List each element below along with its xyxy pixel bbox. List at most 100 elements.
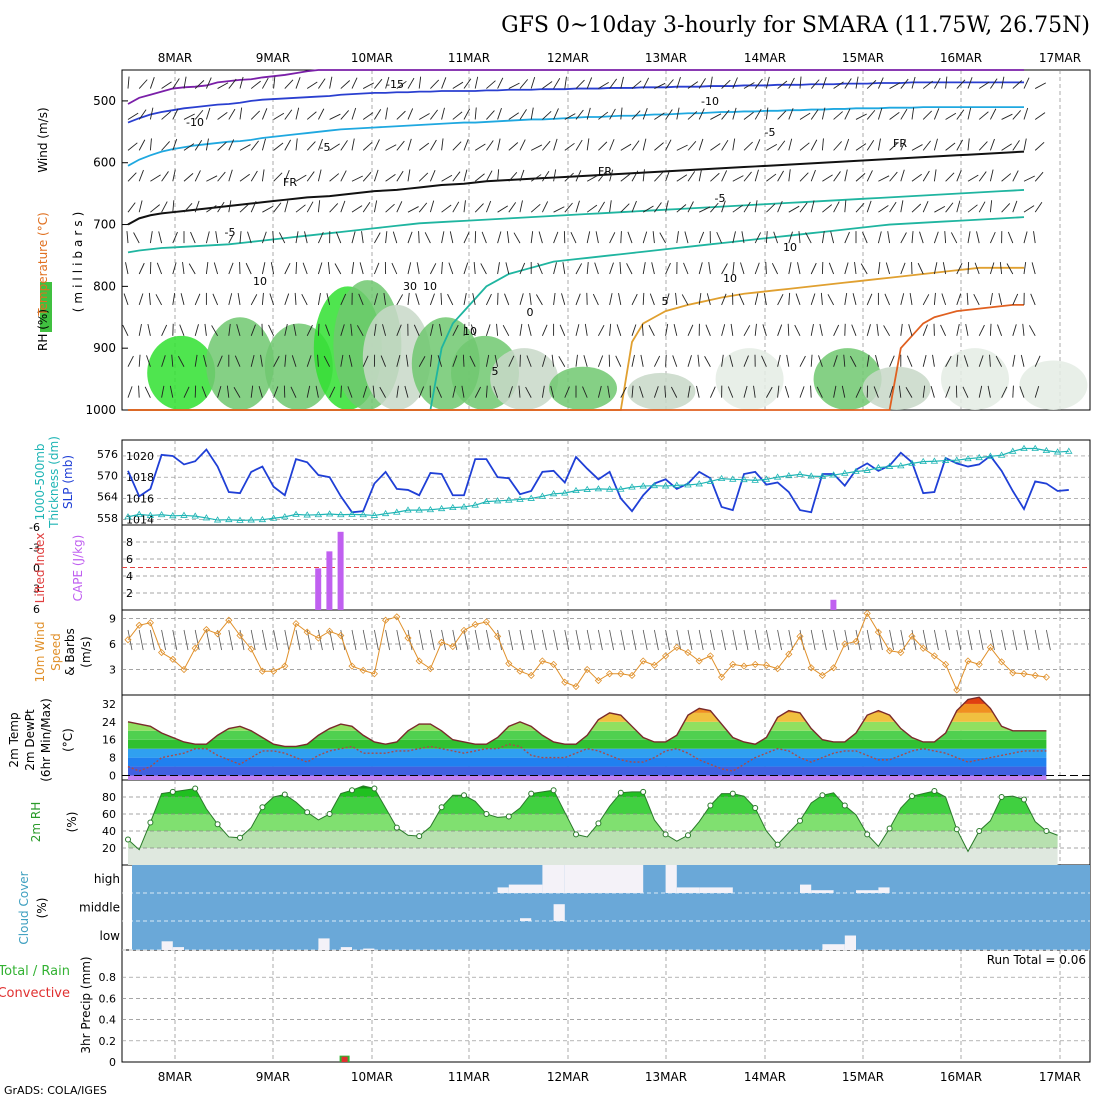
wind-barb xyxy=(306,171,315,182)
isotherm-FR xyxy=(127,150,1025,226)
wind-barb xyxy=(710,143,721,151)
wind-marker xyxy=(348,662,356,670)
wind-barb xyxy=(642,231,648,244)
wind-barb xyxy=(525,386,532,398)
wind-barb xyxy=(538,231,543,244)
thickness-marker xyxy=(393,508,401,515)
wind-barb xyxy=(284,169,290,182)
wind-barb xyxy=(665,200,669,213)
wind-barb xyxy=(844,262,849,275)
wind-barb xyxy=(541,355,547,367)
wind-marker xyxy=(583,665,591,674)
rh-marker xyxy=(707,802,714,809)
date-label-top: 11MAR xyxy=(448,51,490,65)
wind-barb xyxy=(730,323,734,336)
wind-barb xyxy=(945,76,948,89)
surface-wind-barb xyxy=(866,629,872,651)
cloud-bar-low xyxy=(340,947,352,950)
wind-marker xyxy=(986,643,994,651)
wind-barb xyxy=(788,169,791,182)
wind-barb xyxy=(306,385,311,398)
wind-barb xyxy=(138,354,141,367)
surface-wind-barb xyxy=(564,629,570,651)
wind-barb xyxy=(180,293,185,306)
surface-wind-barb xyxy=(777,629,782,651)
wind-barb xyxy=(833,171,841,182)
wind-barb xyxy=(575,170,582,182)
wind-barb xyxy=(631,170,639,182)
wind-barb xyxy=(228,169,233,182)
wind-barb xyxy=(997,324,1003,336)
wind-barb xyxy=(327,262,331,275)
wind-barb xyxy=(497,262,500,275)
wind-barb xyxy=(855,143,867,151)
wind-barb xyxy=(385,174,396,182)
wind-barb xyxy=(721,200,726,213)
wind-barb xyxy=(562,262,566,275)
wind-barb xyxy=(158,231,163,244)
wind-barb xyxy=(127,172,137,182)
wind-barb xyxy=(529,292,532,305)
rh-marker xyxy=(281,791,288,798)
wind-barb xyxy=(609,262,614,275)
wind-barb xyxy=(306,201,314,213)
wind-barb xyxy=(597,355,604,367)
wind-barb xyxy=(486,80,496,89)
wind-barb xyxy=(317,108,325,120)
wind-barb xyxy=(706,293,711,306)
wind-barb xyxy=(942,262,947,275)
date-label-bottom: 8MAR xyxy=(158,1070,193,1084)
wind-barb xyxy=(228,323,231,336)
date-label-bottom: 17MAR xyxy=(1039,1070,1081,1084)
wind-barb xyxy=(698,169,702,182)
wind-barb xyxy=(295,138,298,151)
thickness-marker xyxy=(169,512,177,519)
thickness-marker xyxy=(796,470,804,477)
wind-barb xyxy=(754,108,762,120)
wind-barb xyxy=(245,262,252,275)
wind-barb xyxy=(642,262,646,275)
rh-marker xyxy=(147,819,154,826)
wind-barb xyxy=(278,232,286,244)
upper-air-layer: -15 -10 -10 -5 -5 FR FR FR -5 -5 5 10 0 5 10 10 10 30 10 xyxy=(122,69,1088,411)
wind-barb xyxy=(1012,324,1017,336)
upper-air-ylabel-part: RH (%) xyxy=(36,309,50,351)
series-line-Thickness xyxy=(127,447,1069,521)
wind-barb xyxy=(721,293,727,306)
wind-barb xyxy=(226,385,230,398)
wind-barb xyxy=(373,293,378,306)
rh-marker xyxy=(886,825,893,832)
wind-barb xyxy=(329,76,333,89)
rh-shade-blob xyxy=(206,317,274,410)
wind-barb xyxy=(615,355,622,367)
upper-air-ylabel-part: Temperature (°C) xyxy=(36,212,50,317)
wind-barb xyxy=(1023,107,1029,120)
wind-barb xyxy=(609,169,614,182)
cape-bar xyxy=(830,599,837,610)
wind-barb xyxy=(607,385,611,398)
wind-barb xyxy=(754,232,762,244)
wind-barb xyxy=(978,141,988,151)
wind-barb xyxy=(705,324,711,336)
wind-barb xyxy=(194,80,205,89)
wind-barb xyxy=(553,292,556,305)
rh-marker xyxy=(640,788,647,795)
wind-barb xyxy=(148,292,151,305)
wind-marker xyxy=(852,637,860,646)
wind-barb xyxy=(598,111,609,120)
thickness-marker xyxy=(381,509,390,517)
surface-wind-barb xyxy=(1046,629,1051,651)
wind-barb xyxy=(171,354,174,367)
wind-barb xyxy=(362,201,371,213)
wind-barb xyxy=(161,324,168,337)
wind-barb xyxy=(786,354,790,367)
wind-barb xyxy=(763,293,767,305)
wind-barb xyxy=(373,169,379,182)
wind-barb xyxy=(270,262,275,275)
wind-barb xyxy=(654,82,666,89)
wind-barb xyxy=(553,262,557,275)
wind-marker xyxy=(415,657,423,665)
thickness-tick-label: 576 xyxy=(97,448,118,461)
wind-barb xyxy=(485,354,490,367)
surface-wind-barb xyxy=(721,629,726,651)
